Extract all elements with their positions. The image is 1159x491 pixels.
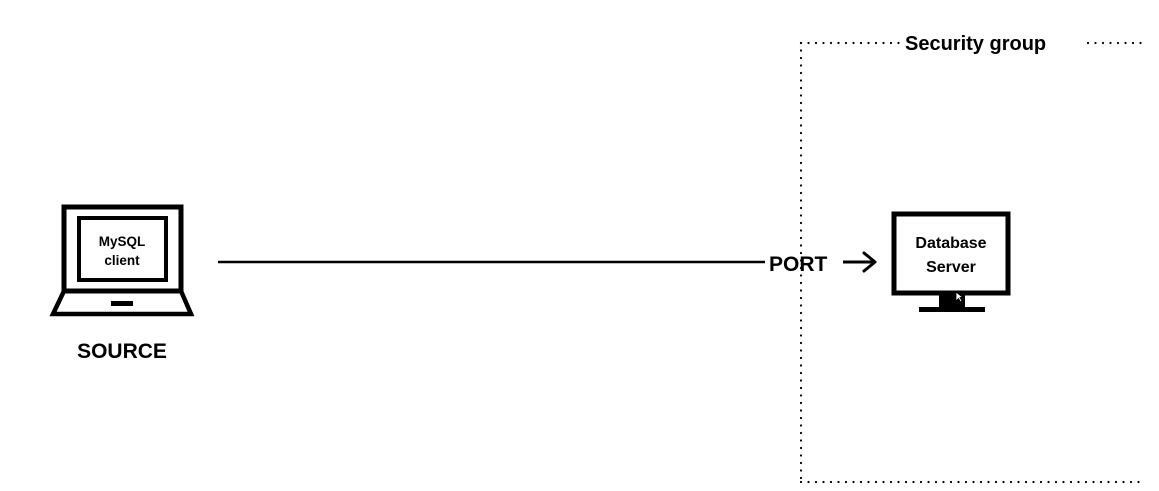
laptop-base bbox=[49, 290, 195, 317]
laptop-screen-inner bbox=[77, 216, 168, 282]
security-group-boundary bbox=[799, 41, 1145, 484]
monitor-stand bbox=[919, 307, 985, 312]
database-label-line2: Server bbox=[926, 259, 976, 276]
laptop-icon bbox=[49, 204, 195, 317]
monitor-screen bbox=[891, 211, 1011, 296]
mouse-cursor-icon bbox=[955, 291, 965, 303]
laptop-trackpad bbox=[111, 301, 133, 306]
laptop-screen-label-line2: client bbox=[104, 253, 140, 268]
laptop-screen-outer bbox=[61, 204, 184, 294]
source-label: SOURCE bbox=[77, 340, 167, 363]
port-label: PORT bbox=[769, 253, 828, 276]
arrow-right-icon bbox=[843, 251, 877, 273]
security-group-label: Security group bbox=[905, 33, 1046, 55]
laptop-screen-label-line1: MySQL bbox=[99, 234, 146, 249]
database-label-line1: Database bbox=[915, 235, 986, 252]
